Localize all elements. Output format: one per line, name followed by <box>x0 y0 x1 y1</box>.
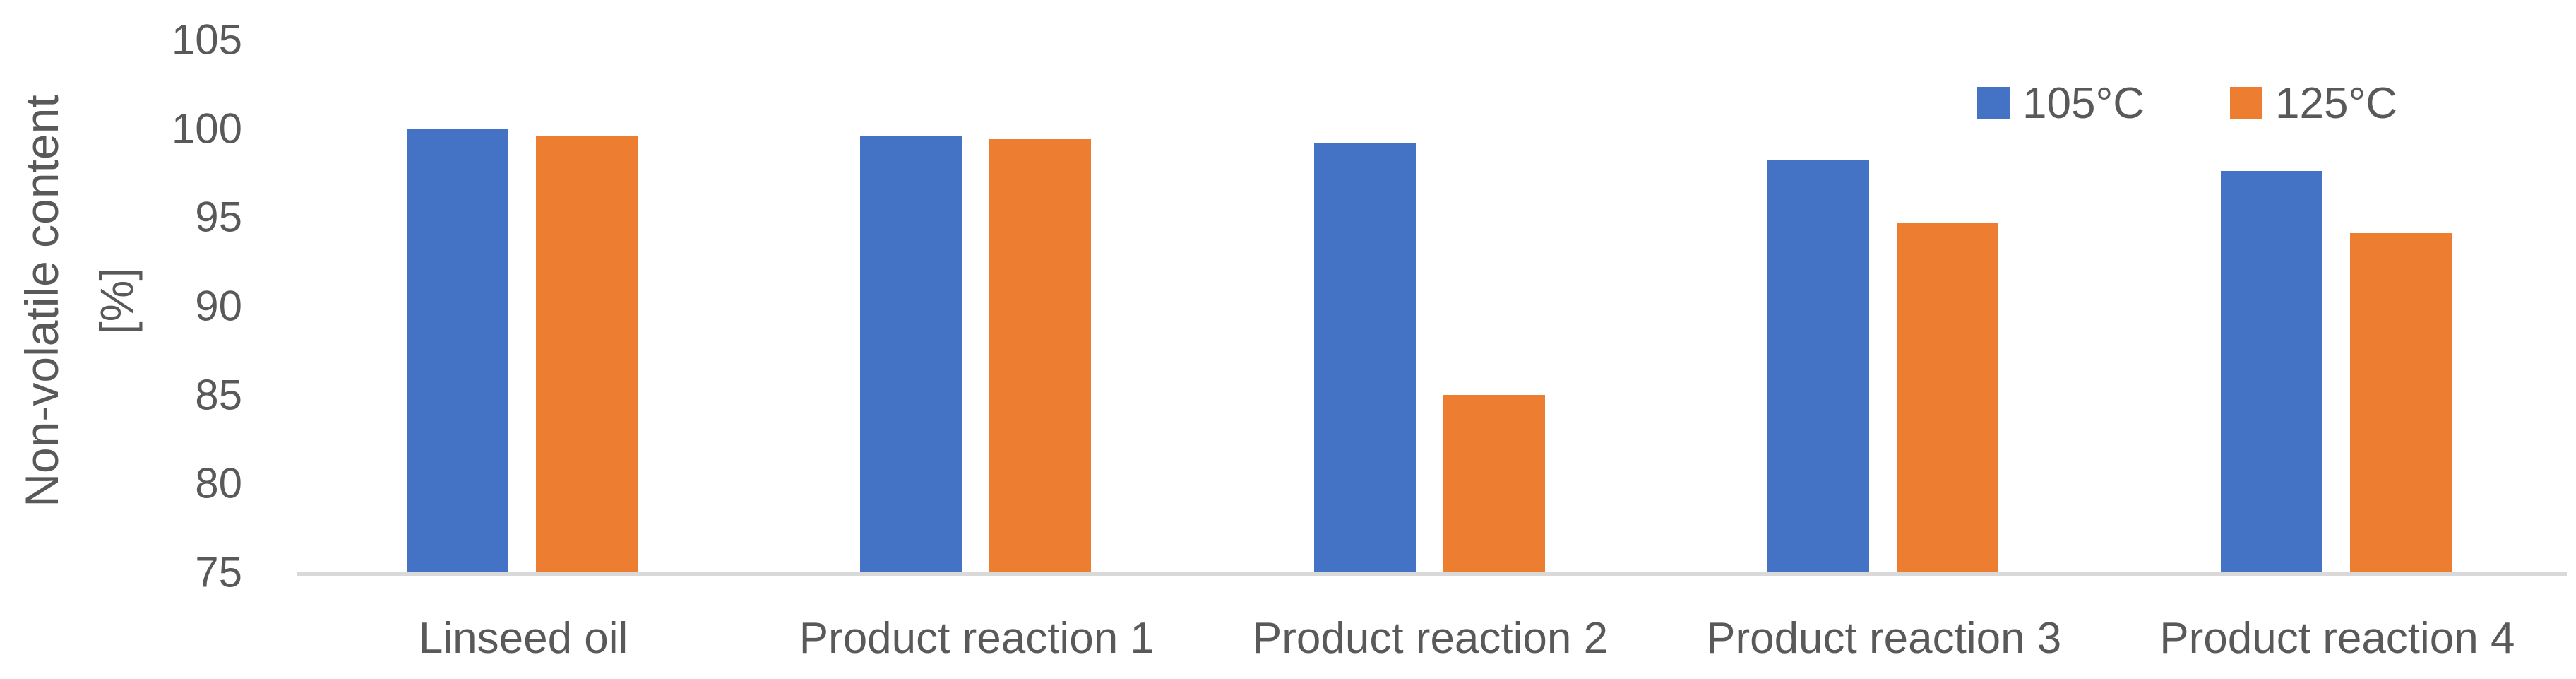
legend-swatch-105-c <box>1977 87 2010 119</box>
y-tick-label-85: 85 <box>195 371 242 419</box>
bar-125-c-product-reaction-2 <box>1443 394 1545 572</box>
y-tick-label-105: 105 <box>171 16 242 64</box>
y-tick-label-100: 100 <box>171 105 242 153</box>
category-label-product-reaction-4: Product reaction 4 <box>2159 614 2515 663</box>
bar-125-c-product-reaction-4 <box>2349 232 2452 572</box>
legend-item-125-c: 125°C <box>2230 79 2397 128</box>
y-axis-title-line1: Non-volatile content <box>16 95 68 507</box>
category-label-product-reaction-3: Product reaction 3 <box>1706 614 2062 663</box>
bar-125-c-product-reaction-3 <box>1896 222 1998 572</box>
bar-105-c-product-reaction-4 <box>2220 170 2322 572</box>
y-tick-label-80: 80 <box>195 459 242 507</box>
legend-label-105-c: 105°C <box>2022 78 2145 128</box>
y-tick-label-95: 95 <box>195 193 242 241</box>
category-label-product-reaction-1: Product reaction 1 <box>799 614 1155 663</box>
y-tick-label-90: 90 <box>195 282 242 330</box>
category-label-linseed-oil: Linseed oil <box>418 614 628 663</box>
bar-105-c-product-reaction-2 <box>1313 142 1416 572</box>
legend-label-125-c: 125°C <box>2275 78 2398 128</box>
bar-125-c-product-reaction-1 <box>989 138 1092 572</box>
legend-swatch-125-c <box>2230 87 2262 119</box>
x-axis-line <box>297 572 2567 576</box>
bar-105-c-linseed-oil <box>407 128 509 572</box>
category-label-product-reaction-2: Product reaction 2 <box>1252 614 1609 663</box>
bar-105-c-product-reaction-1 <box>860 135 962 572</box>
bar-125-c-linseed-oil <box>536 135 638 572</box>
bar-105-c-product-reaction-3 <box>1767 160 1869 572</box>
legend-item-105-c: 105°C <box>1977 79 2145 128</box>
y-tick-label-75: 75 <box>195 548 242 596</box>
